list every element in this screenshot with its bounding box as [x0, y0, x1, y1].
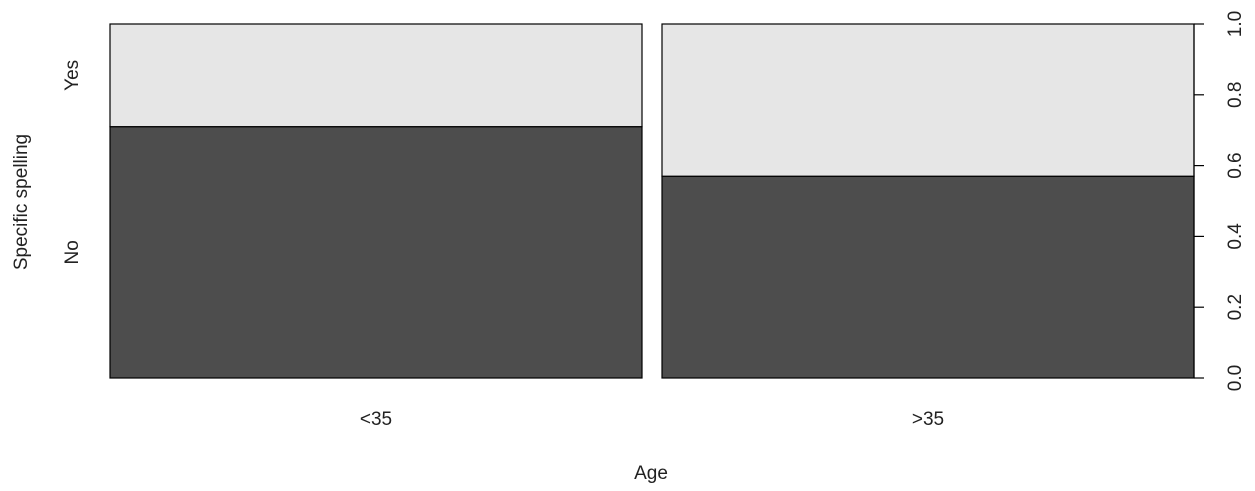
right-y-axis: 0.0 0.2 0.4 0.6 0.8 1.0 [1193, 11, 1246, 391]
right-axis-tick-label-4: 0.8 [1225, 82, 1246, 108]
category-label-2: >35 [912, 409, 944, 430]
left-level-labels: No Yes [62, 60, 83, 265]
bar-yes-2 [661, 23, 1195, 177]
bar-yes-1 [109, 23, 643, 128]
right-axis-tick-label-2: 0.4 [1225, 223, 1246, 250]
right-axis-tick-label-0: 0.0 [1225, 365, 1246, 391]
right-axis-tick-label-3: 0.6 [1225, 152, 1246, 178]
y-axis-title: Specific spelling [11, 134, 32, 270]
right-axis-tick-label-5: 1.0 [1225, 11, 1246, 37]
x-axis-title: Age [634, 463, 668, 484]
level-label-no: No [62, 240, 83, 264]
category-label-1: <35 [360, 409, 392, 430]
bars-layer [109, 23, 1195, 379]
right-axis-tick-label-1: 0.2 [1225, 294, 1246, 320]
bar-no-1 [109, 126, 643, 379]
x-category-labels: <35 >35 [360, 409, 944, 430]
level-label-yes: Yes [62, 60, 83, 91]
bar-no-2 [661, 175, 1195, 379]
